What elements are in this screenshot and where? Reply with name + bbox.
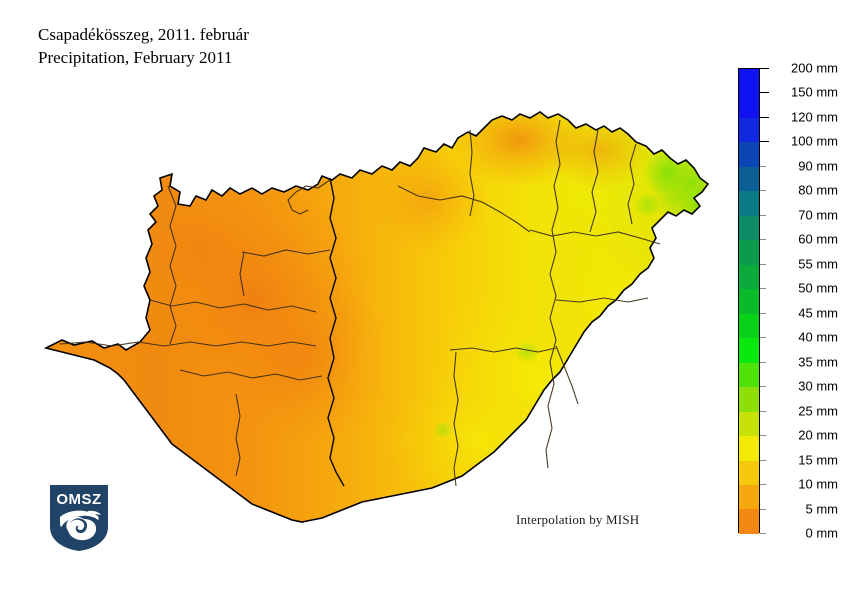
colorbar-gradient: [738, 68, 760, 534]
legend-label: 60 mm: [798, 231, 838, 247]
legend-band: [739, 484, 759, 510]
legend-band: [739, 338, 759, 363]
legend-label: 80 mm: [798, 182, 838, 198]
title-line-english: Precipitation, February 2011: [38, 47, 233, 67]
legend-label: 30 mm: [798, 378, 838, 394]
legend-label: 55 mm: [798, 256, 838, 272]
legend-band: [739, 93, 759, 118]
legend-band: [739, 69, 759, 94]
legend-tick: [760, 508, 766, 510]
omsz-logo: OMSZ: [48, 483, 110, 553]
legend-label: 50 mm: [798, 280, 838, 296]
legend-band: [739, 166, 759, 192]
legend-band: [739, 240, 759, 265]
legend-label: 200 mm: [791, 60, 838, 76]
legend-band: [739, 509, 759, 534]
legend-tick: [760, 190, 766, 192]
legend-band: [739, 411, 759, 437]
legend-band: [739, 142, 759, 167]
title-line-hungarian: Csapadékösszeg, 2011. február: [38, 25, 249, 44]
legend-tick: [760, 68, 769, 69]
legend-tick: [760, 92, 769, 94]
legend-tick: [760, 361, 766, 363]
legend-label: 40 mm: [798, 329, 838, 345]
legend-band: [739, 436, 759, 461]
legend-colorbar: 200 mm 150 mm 120 mm 100 mm 90 mm 80 mm 70 mm 6…: [736, 60, 842, 545]
legend-band: [739, 313, 759, 339]
legend-label: 120 mm: [791, 109, 838, 125]
legend-tick: [760, 484, 766, 486]
legend-tick: [760, 116, 769, 118]
legend-tick: [760, 141, 769, 143]
legend-label: 100 mm: [791, 133, 838, 149]
legend-band: [739, 289, 759, 314]
legend-band: [739, 215, 759, 241]
hungary-map-svg: [43, 111, 710, 523]
legend-band: [739, 387, 759, 412]
legend-tick: [760, 263, 766, 265]
colorbar-labels: 200 mm 150 mm 120 mm 100 mm 90 mm 80 mm 70 mm 6…: [760, 60, 842, 545]
legend-label: 150 mm: [791, 84, 838, 100]
legend-tick: [760, 459, 766, 461]
legend-tick: [760, 214, 766, 216]
legend-band: [739, 362, 759, 388]
legend-tick: [760, 288, 766, 290]
legend-tick: [760, 337, 766, 339]
legend-tick: [760, 410, 766, 412]
legend-label: 25 mm: [798, 403, 838, 419]
legend-tick: [760, 165, 766, 167]
legend-tick: [760, 386, 766, 388]
page-title: Csapadékösszeg, 2011. február Precipitat…: [38, 24, 249, 70]
legend-tick: [760, 312, 766, 314]
legend-band: [739, 117, 759, 143]
legend-tick: [760, 239, 766, 241]
legend-label: 20 mm: [798, 427, 838, 443]
legend-label: 0 mm: [805, 525, 839, 541]
legend-label: 15 mm: [798, 452, 838, 468]
legend-label: 90 mm: [798, 158, 838, 174]
legend-label: 45 mm: [798, 305, 838, 321]
legend-band: [739, 264, 759, 290]
legend-band: [739, 191, 759, 216]
attribution-text: Interpolation by MISH: [516, 512, 640, 527]
legend-label: 35 mm: [798, 354, 838, 370]
legend-label: 5 mm: [805, 501, 839, 517]
legend-label: 10 mm: [798, 476, 838, 492]
legend-band: [739, 460, 759, 485]
legend-tick: [760, 533, 766, 534]
logo-wave-icon: [60, 510, 101, 541]
internal-boundaries: [59, 119, 661, 487]
precipitation-map: [43, 111, 710, 523]
logo-text: OMSZ: [56, 491, 101, 508]
legend-label: 70 mm: [798, 207, 838, 223]
country-border: [43, 111, 710, 523]
legend-tick: [760, 435, 766, 437]
